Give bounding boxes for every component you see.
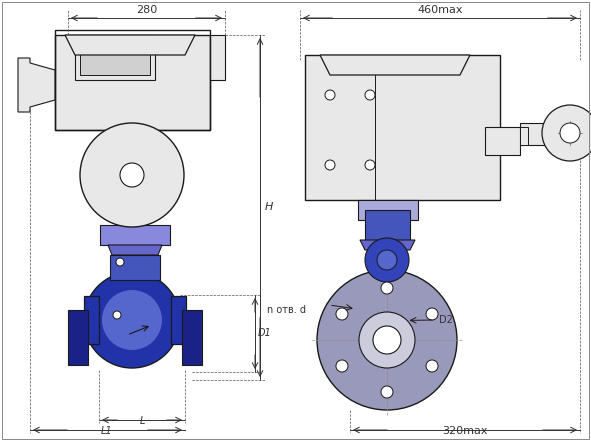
Polygon shape: [320, 55, 470, 75]
Circle shape: [116, 258, 124, 266]
Bar: [210, 35, 225, 80]
Text: 280: 280: [137, 5, 158, 15]
Circle shape: [377, 250, 397, 270]
Bar: [100, 225, 170, 245]
Bar: [171, 296, 186, 344]
Circle shape: [317, 270, 457, 410]
Text: n отв. d: n отв. d: [267, 305, 306, 315]
Text: 460max: 460max: [417, 5, 463, 15]
Text: L: L: [139, 416, 145, 426]
Bar: [182, 310, 202, 365]
Circle shape: [381, 386, 393, 398]
Circle shape: [359, 312, 415, 368]
Bar: [80, 40, 150, 75]
Bar: [365, 210, 410, 240]
Circle shape: [336, 360, 348, 372]
Bar: [485, 127, 520, 155]
Bar: [55, 30, 210, 130]
Circle shape: [542, 105, 591, 161]
Polygon shape: [360, 240, 415, 250]
Polygon shape: [65, 35, 195, 55]
Circle shape: [102, 290, 162, 350]
Circle shape: [84, 272, 180, 368]
Text: L1: L1: [101, 426, 113, 436]
Bar: [68, 310, 88, 365]
Circle shape: [113, 311, 121, 319]
Bar: [55, 35, 210, 130]
Circle shape: [325, 160, 335, 170]
Circle shape: [426, 360, 438, 372]
Circle shape: [120, 163, 144, 187]
Polygon shape: [108, 245, 162, 255]
Circle shape: [80, 123, 184, 227]
Circle shape: [365, 160, 375, 170]
Bar: [305, 55, 500, 200]
Bar: [500, 128, 555, 140]
Circle shape: [365, 90, 375, 100]
Bar: [110, 255, 160, 280]
Circle shape: [365, 238, 409, 282]
Circle shape: [381, 282, 393, 294]
Text: D1: D1: [258, 328, 272, 338]
Bar: [520, 127, 528, 145]
Bar: [84, 296, 99, 344]
Bar: [75, 35, 155, 80]
Polygon shape: [18, 58, 55, 112]
Circle shape: [426, 308, 438, 320]
Circle shape: [373, 326, 401, 354]
Circle shape: [325, 90, 335, 100]
Bar: [182, 314, 192, 350]
Bar: [520, 123, 550, 145]
Bar: [78, 314, 88, 350]
Circle shape: [560, 123, 580, 143]
Text: H: H: [265, 202, 274, 212]
Circle shape: [336, 308, 348, 320]
Text: D2: D2: [439, 315, 453, 325]
Bar: [358, 200, 418, 220]
Text: 320max: 320max: [442, 426, 488, 436]
